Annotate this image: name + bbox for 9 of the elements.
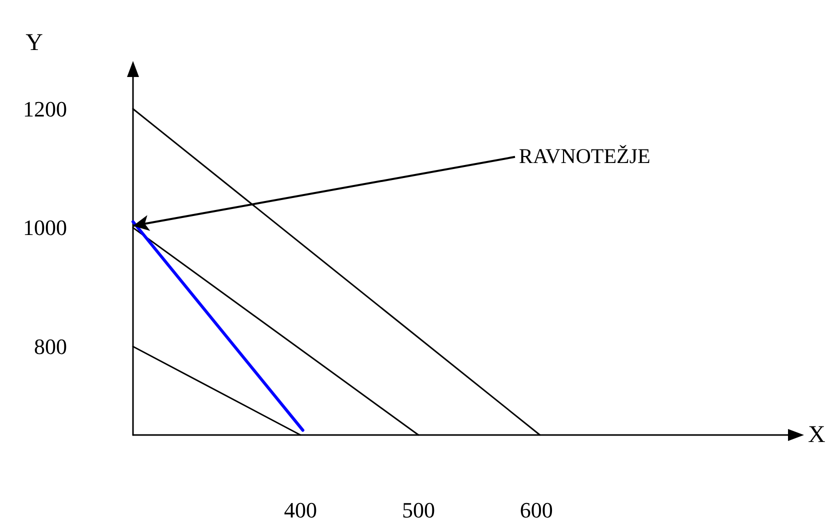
y-axis-title: Y [26, 30, 43, 56]
x-tick-label: 400 [284, 498, 317, 521]
x-tick-label: 600 [520, 498, 553, 521]
x-axis-title: X [808, 422, 826, 448]
annotation: RAVNOTEŽJE [518, 144, 650, 168]
y-tick-label: 1000 [23, 215, 67, 240]
x-tick-label: 500 [402, 498, 435, 521]
y-tick-label: 800 [34, 334, 67, 359]
y-tick-label: 1200 [23, 96, 67, 122]
